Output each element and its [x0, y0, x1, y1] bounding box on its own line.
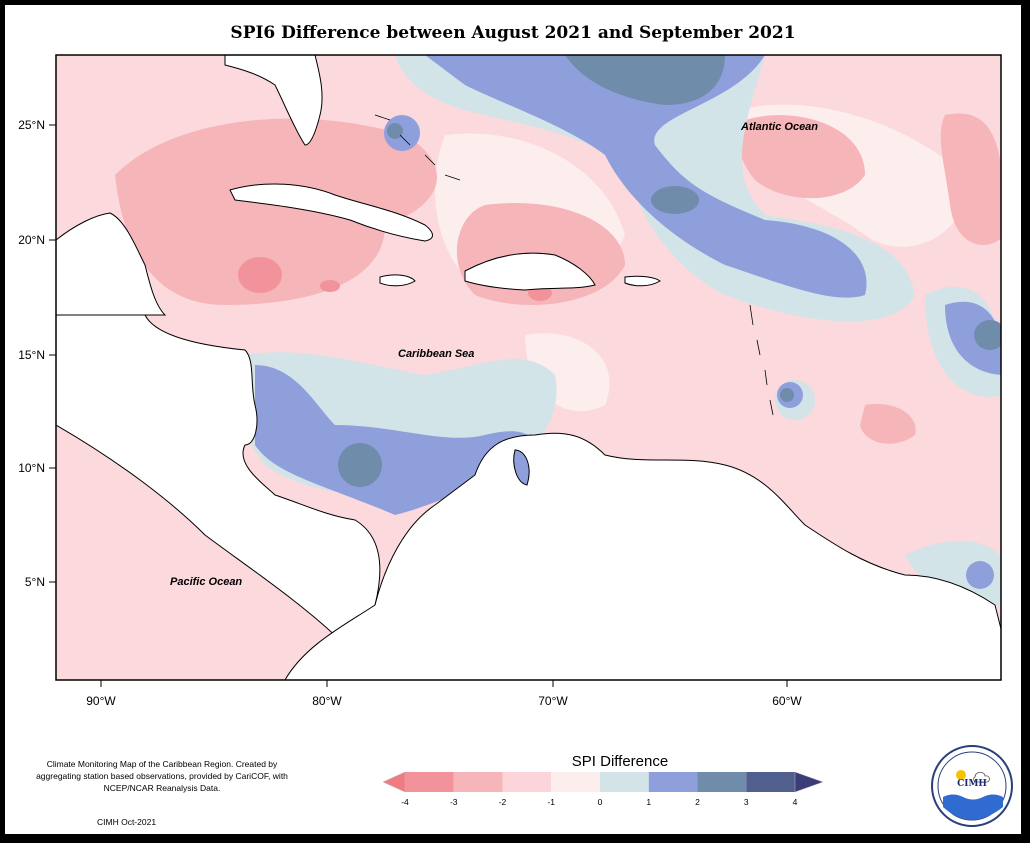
map-title: SPI6 Difference between August 2021 and …: [230, 23, 796, 43]
legend-arrow-high: [794, 771, 824, 793]
map-frame: SPI6 Difference between August 2021 and …: [4, 4, 1022, 835]
spi-field: [56, 55, 1001, 680]
lat-tick-label: 15°N: [18, 348, 45, 362]
lat-tick-label: 5°N: [25, 575, 45, 589]
field-slate-6: [780, 388, 794, 402]
credit-text: Climate Monitoring Map of the Caribbean …: [36, 759, 288, 793]
legend-swatch: [405, 772, 454, 792]
field-slate-1: [565, 55, 725, 105]
lon-axis: 90°W 80°W 70°W 60°W: [86, 680, 802, 708]
field-blue-3: [945, 301, 1001, 375]
field-blue-2: [255, 365, 533, 515]
field-pink-4: [940, 113, 1001, 245]
land-jamaica: [379, 274, 416, 287]
field-slate-3: [338, 443, 382, 487]
credit-date: CIMH Oct-2021: [97, 817, 157, 827]
lat-tick-label: 10°N: [18, 461, 45, 475]
field-ltblue-4: [905, 541, 1001, 605]
field-slate-2: [651, 186, 699, 214]
logo-text: CIMH: [957, 779, 987, 789]
lat-tick-label: 25°N: [18, 118, 45, 132]
legend-tick-label: 3: [744, 797, 749, 807]
lon-tick-label: 90°W: [86, 694, 116, 708]
land-islets: [374, 114, 774, 416]
field-red-3: [320, 280, 340, 292]
legend-ticks: -4 -3 -2 -1 0 1 2 3 4: [401, 797, 797, 807]
land-central-america: [56, 314, 381, 646]
legend-swatch: [600, 772, 649, 792]
legend-tick-label: 1: [646, 797, 651, 807]
legend-swatch: [502, 772, 552, 792]
legend-tick-label: -2: [499, 797, 507, 807]
legend-colorbar: -4 -3 -2 -1 0 1 2 3 4: [382, 771, 824, 807]
lon-tick-label: 60°W: [772, 694, 802, 708]
logo-graphic: [937, 751, 1007, 821]
legend-tick-label: -1: [547, 797, 555, 807]
legend-tick-label: -3: [450, 797, 458, 807]
field-slate-5: [387, 123, 403, 139]
legend-arrow-low: [382, 771, 406, 793]
sun-icon: [956, 770, 966, 780]
cloud-icon: [973, 771, 990, 783]
legend-boxes: [405, 772, 795, 792]
legend-swatch: [648, 772, 698, 792]
lon-tick-label: 80°W: [312, 694, 342, 708]
land-yucatan: [56, 212, 167, 316]
legend-tick-label: -4: [401, 797, 409, 807]
legend-tick-label: 2: [695, 797, 700, 807]
legend-swatch: [746, 772, 795, 792]
field-blue-1: [425, 55, 867, 298]
land-maracaibo: [513, 449, 530, 486]
label-atlantic-ocean: Atlantic Ocean: [740, 121, 818, 133]
legend-swatch: [551, 772, 600, 792]
map-border: [55, 54, 1002, 681]
islets-lesser-antilles: [749, 304, 774, 416]
legend-tick-label: 0: [598, 797, 603, 807]
field-pink-5: [860, 404, 916, 444]
land-south-america: [284, 432, 1001, 680]
land-florida: [224, 55, 323, 146]
land-masses: [56, 55, 1001, 680]
field-blue-7: [966, 561, 994, 589]
field-slate-4: [974, 320, 1001, 350]
land-cuba: [229, 183, 433, 242]
islets-bahamas: [374, 114, 461, 181]
lon-tick-label: 70°W: [538, 694, 568, 708]
water-icon: [943, 794, 1003, 820]
land-hispaniola: [464, 252, 596, 291]
field-red-1: [238, 257, 282, 293]
label-pacific-ocean: Pacific Ocean: [170, 576, 242, 588]
lat-tick-label: 20°N: [18, 233, 45, 247]
legend-swatch: [453, 772, 503, 792]
field-pink-1: [115, 118, 438, 305]
field-pink-3: [738, 115, 865, 199]
label-caribbean-sea: Caribbean Sea: [398, 348, 474, 360]
map-svg: 25°N 20°N 15°N 10°N 5°N 90°W 80°W 70°W 6…: [18, 54, 1002, 807]
lat-axis: 25°N 20°N 15°N 10°N 5°N: [18, 118, 56, 589]
cimh-logo: CIMH: [931, 745, 1013, 827]
legend-title: SPI Difference: [571, 753, 669, 770]
land-puerto-rico: [624, 275, 661, 287]
legend-tick-label: 4: [793, 797, 798, 807]
legend-swatch: [697, 772, 747, 792]
